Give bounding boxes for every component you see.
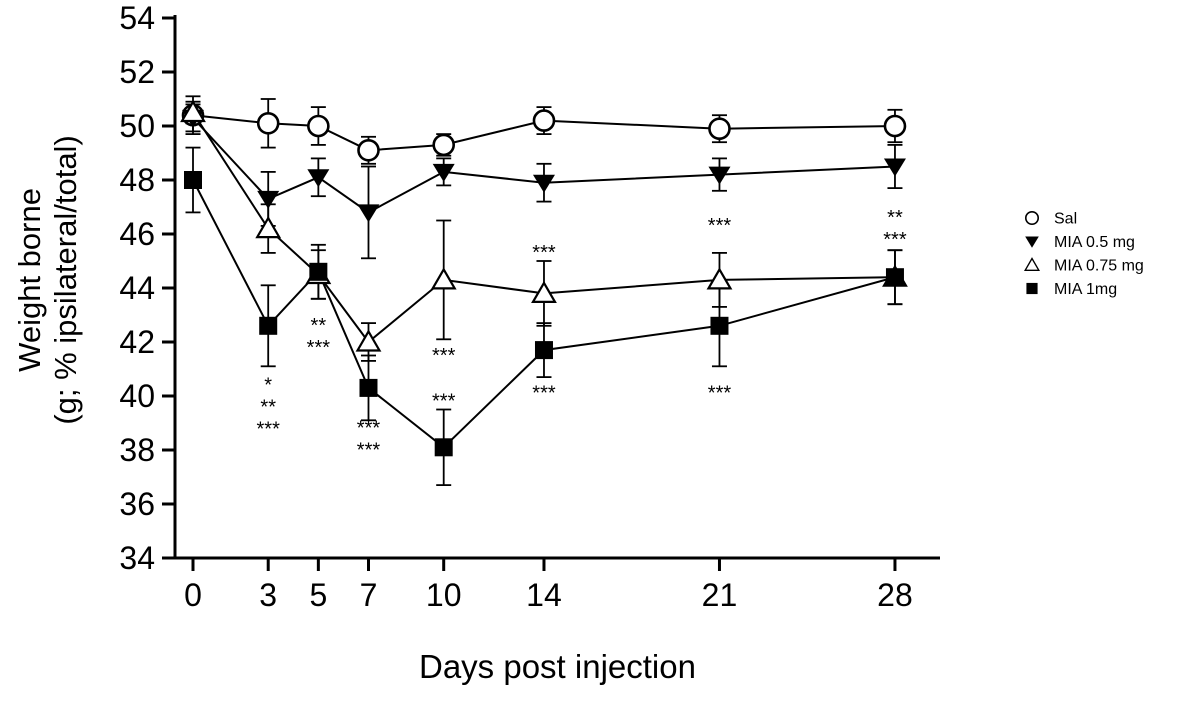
x-tick-label: 28 bbox=[877, 577, 913, 613]
series-line-1 bbox=[192, 117, 896, 214]
marker-circle-open-icon bbox=[357, 139, 380, 162]
marker-triangle-down-filled-icon bbox=[432, 163, 455, 182]
significance-marker: *** bbox=[307, 337, 331, 359]
significance-marker: *** bbox=[883, 229, 907, 251]
y-tick-label: 38 bbox=[119, 432, 155, 468]
marker-square-filled-icon bbox=[885, 268, 904, 287]
y-tick-label: 54 bbox=[119, 0, 155, 36]
marker-triangle-down-filled-icon bbox=[307, 169, 330, 188]
legend-triangle-up-open-icon bbox=[1023, 257, 1041, 271]
x-tick-label: 0 bbox=[184, 577, 202, 613]
significance-marker: *** bbox=[357, 440, 381, 462]
legend-label: MIA 0.5 mg bbox=[1054, 234, 1135, 251]
significance-marker: *** bbox=[708, 215, 732, 237]
marker-triangle-down-filled-icon bbox=[357, 204, 380, 223]
marker-square-filled-icon bbox=[710, 316, 729, 335]
x-tick-label: 3 bbox=[259, 577, 277, 613]
marker-triangle-down-filled-icon bbox=[708, 166, 731, 185]
marker-triangle-up-open-icon bbox=[430, 267, 457, 290]
legend-label: MIA 1mg bbox=[1054, 281, 1117, 298]
x-tick-label: 14 bbox=[526, 577, 562, 613]
marker-triangle-up-open-icon bbox=[706, 267, 733, 290]
significance-marker: ** bbox=[887, 207, 903, 229]
marker-circle-open-icon bbox=[883, 114, 907, 138]
x-tick-label: 10 bbox=[426, 577, 462, 613]
x-tick-label: 5 bbox=[309, 577, 327, 613]
significance-marker: *** bbox=[432, 391, 456, 413]
y-tick-label: 42 bbox=[119, 324, 155, 360]
y-tick-label: 52 bbox=[119, 54, 155, 90]
significance-marker: *** bbox=[532, 242, 556, 264]
legend-label: Sal bbox=[1054, 211, 1077, 228]
y-tick-label: 48 bbox=[119, 162, 155, 198]
y-tick-label: 50 bbox=[119, 108, 155, 144]
marker-square-filled-icon bbox=[184, 171, 202, 189]
x-tick-label: 7 bbox=[360, 577, 378, 613]
significance-marker: *** bbox=[432, 345, 456, 367]
significance-marker: * bbox=[264, 375, 272, 397]
legend-square-filled-icon bbox=[1026, 282, 1038, 295]
significance-marker: *** bbox=[357, 418, 381, 440]
legend-circle-open-icon bbox=[1024, 210, 1040, 226]
marker-circle-open-icon bbox=[708, 117, 731, 140]
significance-marker: ** bbox=[260, 397, 276, 419]
significance-marker: *** bbox=[532, 383, 556, 405]
marker-circle-open-icon bbox=[432, 133, 456, 157]
legend-label: MIA 0.75 mg bbox=[1054, 258, 1144, 275]
marker-square-filled-icon bbox=[359, 378, 378, 397]
marker-square-filled-icon bbox=[434, 438, 453, 457]
y-tick-label: 44 bbox=[119, 270, 155, 306]
marker-circle-open-icon bbox=[256, 112, 280, 135]
marker-triangle-down-filled-icon bbox=[883, 158, 906, 177]
x-axis-title: Days post injection bbox=[419, 648, 696, 685]
significance-marker: ** bbox=[311, 315, 327, 337]
marker-square-filled-icon bbox=[534, 341, 553, 360]
marker-circle-open-icon bbox=[307, 114, 330, 138]
legend-triangle-down-filled-icon bbox=[1025, 236, 1039, 248]
significance-marker: *** bbox=[708, 383, 732, 405]
marker-triangle-down-filled-icon bbox=[257, 190, 280, 209]
y-tick-label: 36 bbox=[119, 486, 155, 522]
marker-triangle-up-open-icon bbox=[355, 329, 382, 352]
y-tick-label: 46 bbox=[119, 216, 155, 252]
marker-triangle-up-open-icon bbox=[255, 215, 282, 239]
y-tick-label: 34 bbox=[119, 540, 155, 576]
marker-triangle-up-open-icon bbox=[180, 99, 206, 123]
marker-triangle-up-open-icon bbox=[531, 280, 557, 303]
marker-square-filled-icon bbox=[309, 262, 328, 281]
marker-square-filled-icon bbox=[259, 316, 278, 335]
marker-circle-open-icon bbox=[532, 109, 556, 132]
marker-triangle-down-filled-icon bbox=[532, 174, 555, 193]
significance-marker: *** bbox=[257, 419, 281, 441]
y-tick-label: 40 bbox=[119, 378, 155, 414]
x-tick-label: 21 bbox=[702, 577, 738, 613]
